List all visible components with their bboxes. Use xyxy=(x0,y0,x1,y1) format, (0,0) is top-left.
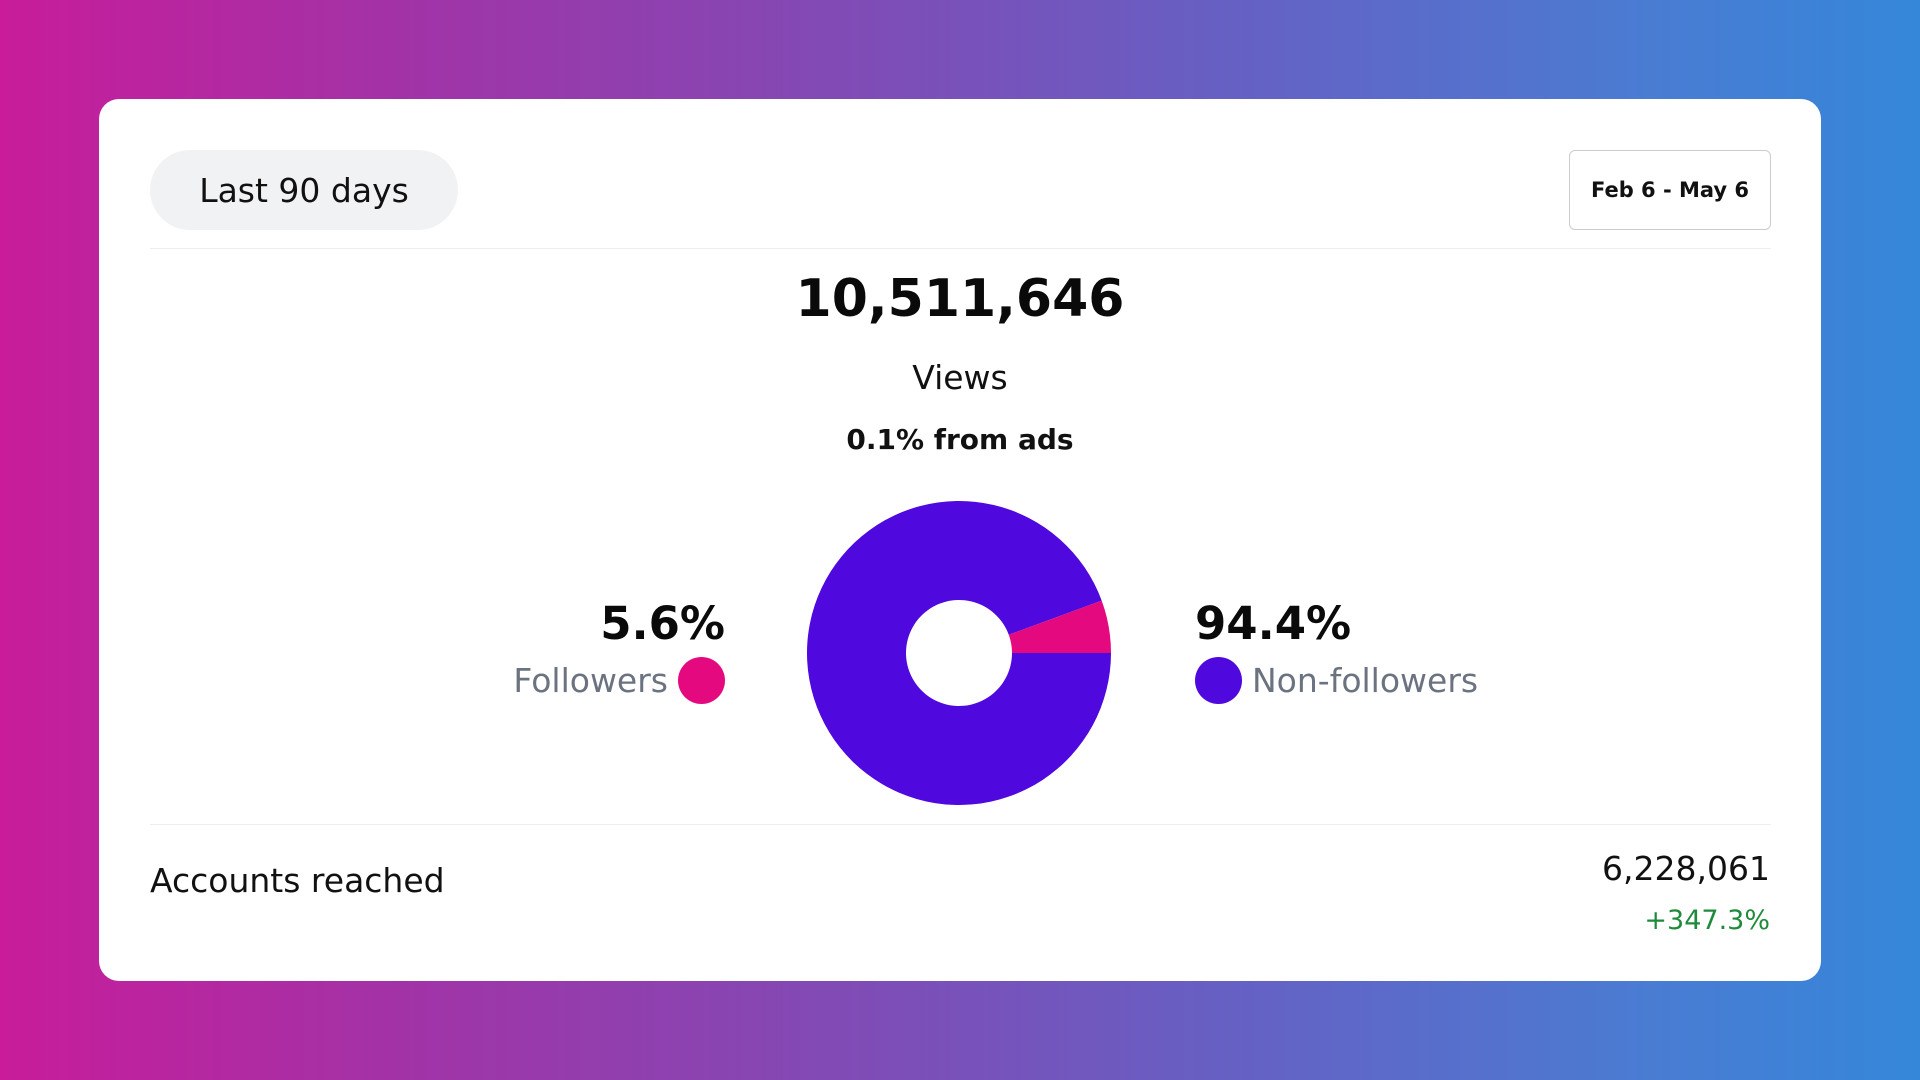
accounts-reached-label: Accounts reached xyxy=(150,861,445,900)
date-range-button[interactable]: Feb 6 - May 6 xyxy=(1569,150,1771,230)
views-label: Views xyxy=(912,358,1008,397)
time-range-selector[interactable]: Last 90 days xyxy=(150,150,458,230)
non-followers-color-dot xyxy=(1195,656,1242,704)
non-followers-label: Non-followers xyxy=(1252,660,1479,700)
non-followers-stat: 94.4% Non-followers xyxy=(1195,599,1478,704)
followers-legend: Followers xyxy=(513,656,725,704)
followers-stat: 5.6% Followers xyxy=(513,599,725,704)
total-views-value: 10,511,646 xyxy=(795,269,1125,329)
header-divider xyxy=(150,248,1771,249)
insights-card: Last 90 days Feb 6 - May 6 10,511,646 Vi… xyxy=(99,99,1821,981)
followers-percent: 5.6% xyxy=(600,597,725,650)
donut-slice-followers xyxy=(1008,600,1111,653)
views-donut-chart xyxy=(807,501,1111,805)
accounts-reached-change: +347.3% xyxy=(1644,905,1770,936)
accounts-reached-value: 6,228,061 xyxy=(1602,849,1770,888)
followers-label: Followers xyxy=(513,660,668,700)
section-divider xyxy=(150,824,1771,825)
non-followers-percent: 94.4% xyxy=(1195,597,1352,650)
followers-color-dot xyxy=(678,656,725,704)
non-followers-legend: Non-followers xyxy=(1195,656,1479,704)
ads-share-note: 0.1% from ads xyxy=(846,423,1074,456)
donut-slice-non-followers xyxy=(807,501,1111,805)
